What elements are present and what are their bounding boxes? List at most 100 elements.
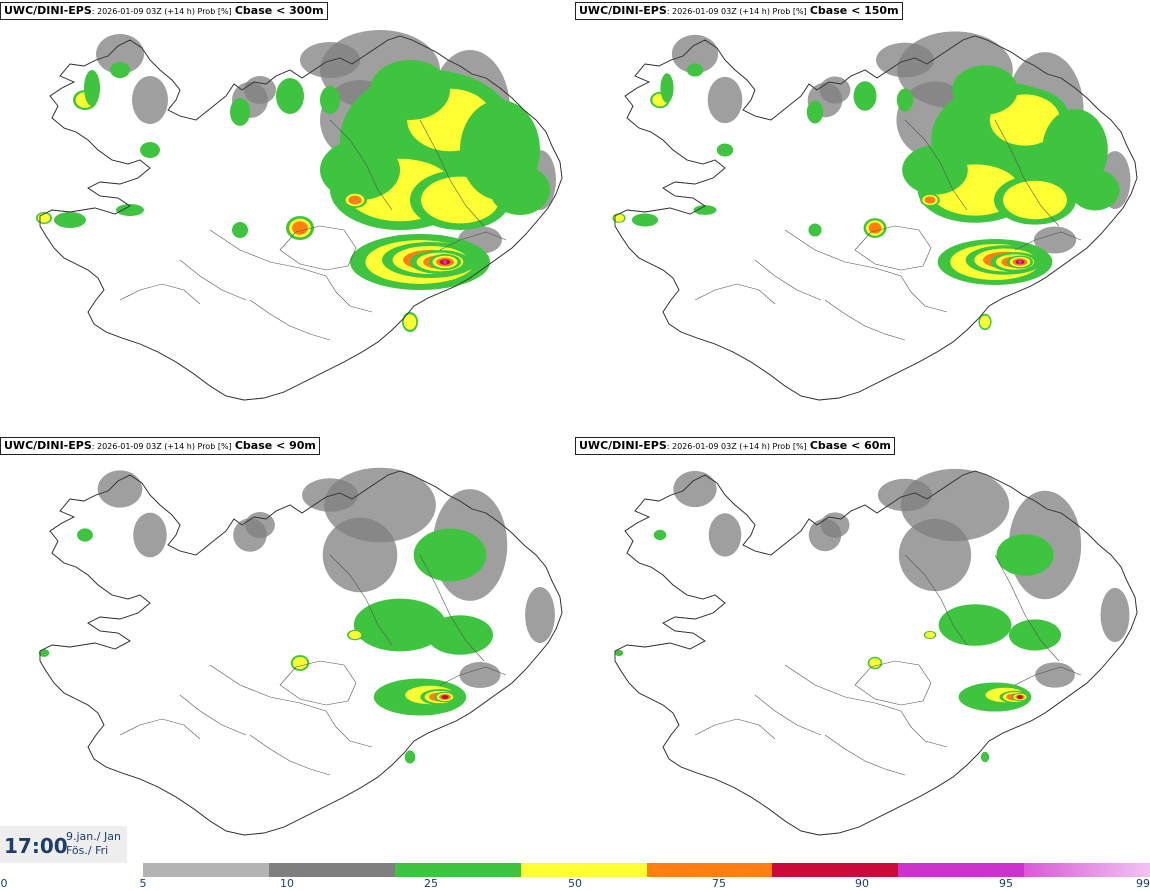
inland-boundary: [179, 694, 247, 736]
valid-date: 9.jan./ Jan Fös./ Fri: [66, 830, 121, 858]
coastline: [614, 470, 1138, 836]
probability-area: [370, 60, 450, 120]
legend-color-segment: [646, 863, 773, 877]
probability-area: [38, 649, 50, 657]
valid-time-box: 17:00 9.jan./ Jan Fös./ Fri: [0, 826, 127, 863]
probability-area: [459, 661, 501, 689]
probability-area: [898, 518, 972, 592]
probability-area: [525, 587, 555, 643]
probability-area: [925, 631, 935, 639]
legend-tick-label: 99: [1136, 877, 1150, 890]
probability-area: [96, 34, 144, 74]
probability-area: [490, 165, 550, 215]
probability-area: [276, 78, 304, 114]
map-panel-300m: UWC/DINI-EPS: 2026-01-09 03Z (+14 h) Pro…: [0, 0, 575, 435]
inland-boundary: [209, 229, 373, 313]
probability-map: [38, 467, 563, 836]
legend-color-segment: [520, 863, 647, 877]
inland-boundary: [854, 225, 932, 271]
probability-area: [896, 88, 914, 112]
probability-area: [320, 86, 340, 114]
probability-area: [1100, 587, 1130, 643]
legend-tick-label: 50: [568, 877, 582, 890]
probability-area: [808, 223, 822, 237]
valid-time-clock: 17:00: [4, 834, 68, 858]
coastline: [39, 470, 563, 836]
probability-area: [1003, 180, 1067, 220]
legend-tick-label: 5: [139, 877, 147, 890]
probability-area: [302, 478, 358, 512]
probability-area: [902, 145, 968, 195]
probability-area: [292, 656, 308, 670]
probability-area: [708, 513, 742, 557]
color-legend-ticks: 0 5 10 25 50 75 90 95 99: [0, 877, 1150, 891]
probability-area: [1070, 169, 1120, 211]
inland-boundary: [994, 554, 1060, 662]
probability-area: [613, 214, 625, 222]
inland-boundary: [329, 119, 393, 211]
probability-area: [348, 195, 362, 205]
probability-area: [853, 81, 877, 111]
probability-area: [132, 76, 168, 124]
inland-boundary: [249, 734, 331, 776]
map-panel-150m: UWC/DINI-EPS: 2026-01-09 03Z (+14 h) Pro…: [575, 0, 1150, 435]
probability-area: [54, 212, 86, 228]
probability-area: [403, 314, 417, 330]
probability-area: [938, 604, 1012, 646]
inland-boundary: [824, 299, 906, 341]
inland-boundary: [1014, 666, 1082, 686]
legend-tick-label: 25: [424, 877, 438, 890]
probability-area: [427, 615, 493, 655]
inland-boundary: [784, 229, 948, 313]
probability-area: [996, 534, 1054, 576]
legend-tick-label: 0: [0, 877, 8, 890]
probability-area: [806, 100, 824, 124]
probability-area: [924, 196, 936, 204]
inland-boundary: [854, 660, 932, 706]
valid-date-line2: Fös./ Fri: [66, 844, 109, 857]
panel-title: UWC/DINI-EPS: 2026-01-09 03Z (+14 h) Pro…: [0, 437, 320, 455]
inland-boundary: [209, 664, 373, 748]
inland-boundary: [119, 283, 201, 305]
probability-area: [353, 598, 447, 652]
probability-map: [36, 30, 563, 401]
inland-boundary: [439, 231, 507, 251]
probability-area: [232, 222, 248, 238]
probability-area: [300, 42, 360, 78]
legend-color-segment: [394, 863, 522, 877]
map-panel-60m: UWC/DINI-EPS: 2026-01-09 03Z (+14 h) Pro…: [575, 435, 1150, 870]
probability-area: [133, 512, 167, 558]
probability-area: [1033, 226, 1077, 254]
legend-color-segment: [898, 863, 1025, 877]
probability-area: [322, 517, 398, 593]
probability-area: [876, 42, 934, 78]
probability-area: [868, 222, 882, 234]
inland-boundary: [754, 694, 822, 736]
inland-boundary: [904, 119, 968, 211]
probability-area: [97, 470, 143, 508]
probability-area: [441, 695, 449, 699]
probability-area: [1009, 619, 1061, 651]
inland-boundary: [1014, 231, 1082, 251]
legend-color-segment: [772, 863, 899, 877]
inland-boundary: [994, 119, 1060, 227]
inland-boundary: [179, 259, 247, 301]
legend-color-segment: [143, 863, 270, 877]
inland-boundary: [754, 259, 822, 301]
inland-boundary: [419, 554, 485, 662]
inland-boundary: [419, 119, 485, 227]
legend-color-segment: [1024, 863, 1150, 877]
probability-area: [1017, 695, 1023, 699]
map-panel-90m: UWC/DINI-EPS: 2026-01-09 03Z (+14 h) Pro…: [0, 435, 575, 870]
probability-area: [671, 34, 719, 74]
probability-area: [660, 73, 674, 103]
inland-boundary: [279, 225, 357, 271]
panel-title: UWC/DINI-EPS: 2026-01-09 03Z (+14 h) Pro…: [575, 437, 895, 455]
probability-area: [230, 98, 250, 126]
inland-boundary: [904, 554, 968, 646]
probability-map: [612, 31, 1138, 401]
probability-area: [673, 470, 717, 508]
probability-area: [631, 213, 659, 227]
probability-area: [614, 649, 624, 657]
probability-area: [292, 221, 308, 235]
